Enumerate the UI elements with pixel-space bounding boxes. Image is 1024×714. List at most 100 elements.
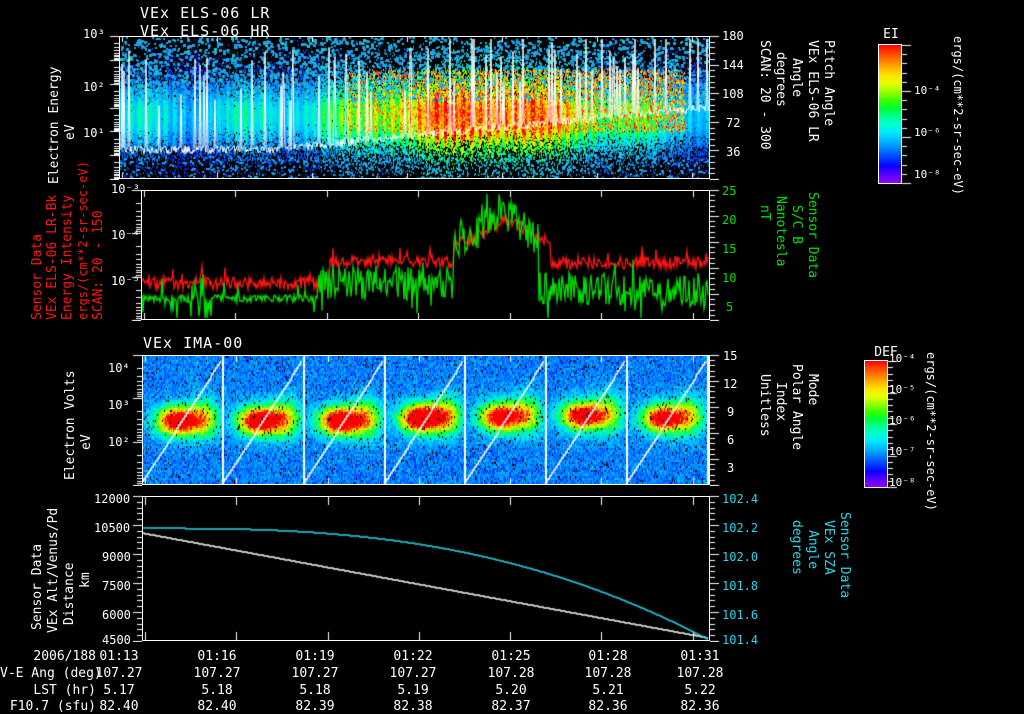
footer-cell: 5.18 [299, 683, 331, 698]
panel4-rtick-1022: 102.2 [722, 521, 759, 535]
ei-colorbar-ticks [902, 43, 912, 185]
panel3-rtick-3: 3 [727, 461, 735, 475]
panel2-right-label-nanotesla: Nanotesla [773, 196, 788, 267]
panel4-right-ticks [710, 495, 720, 642]
footer-cell: 5.20 [495, 683, 527, 698]
panel2-rtick-20: 20 [722, 213, 737, 227]
panel2-right-ticks [710, 189, 720, 321]
def-cbtick-3: 10⁻⁶ [889, 414, 916, 427]
panel4-right-label-sensor: Sensor Data [837, 512, 852, 599]
panel2-rtick-10: 10 [722, 271, 737, 285]
panel4-plot-area [142, 496, 710, 641]
footer-cell: 82.37 [491, 699, 531, 714]
panel3-right-label-unitless: Unitless [757, 374, 772, 437]
panel4-left-label-alt: VEx Alt/Venus/Pd [46, 507, 61, 633]
footer-cell: 82.40 [197, 699, 237, 714]
panel2-left-ticks [131, 189, 141, 321]
def-colorbar-units: ergs/(cm**2-sr-sec-eV) [924, 352, 938, 511]
def-colorbar-label: DEF [874, 345, 898, 360]
footer-cell: 01:22 [393, 649, 433, 664]
panel3-title: VEx IMA-00 [143, 334, 244, 352]
panel4-ytick-12000: 12000 [94, 492, 131, 506]
panel1-right-label-degrees: degrees [773, 52, 788, 107]
footer-cell: 82.40 [99, 699, 139, 714]
footer-cell: 5.17 [103, 683, 135, 698]
footer-cell: 82.39 [295, 699, 335, 714]
panel1-left-axis-unit: eV [63, 124, 78, 140]
footer-row-label-3: F10.7 (sfu) [9, 699, 96, 714]
panel2-left-label-instrument: VEx ELS-06 LR-Bk [45, 194, 60, 320]
footer-cell: 5.22 [684, 683, 716, 698]
panel4-ytick-6000: 6000 [102, 608, 131, 622]
def-colorbar [864, 360, 888, 488]
panel2-rtick-5: 5 [726, 300, 734, 314]
panel3-left-ticks [132, 354, 142, 486]
panel1-rtick-72: 72 [726, 116, 741, 130]
panel2-right-label-scb: S/C B [789, 205, 804, 245]
panel3-right-label-index: Index [773, 382, 788, 422]
panel2-left-label-units: ergs/(cm**2-sr-sec-eV) [76, 161, 90, 320]
panel1-ytick-10: 10¹ [83, 126, 105, 140]
panel2-right-label-sensor: Sensor Data [805, 192, 820, 279]
ei-colorbar-label: EI [883, 27, 899, 42]
footer-cell: 107.27 [193, 666, 241, 681]
footer-row-label-0: 2006/188 [33, 649, 96, 664]
footer-cell: 01:19 [295, 649, 335, 664]
panel3-rtick-6: 6 [727, 433, 735, 447]
panel3-right-ticks [710, 354, 720, 486]
panel4-left-label-sensor: Sensor Data [30, 543, 45, 630]
panel3-ytick-1e2: 10² [108, 435, 130, 449]
panel1-right-ticks [710, 35, 720, 180]
panel3-right-label-mode: Mode [805, 374, 820, 406]
panel1-plot-area [119, 36, 710, 179]
panel4-ytick-10500: 10500 [94, 521, 131, 535]
panel1-right-label-pitchangle: Pitch Angle [821, 40, 836, 127]
footer-cell: 5.18 [201, 683, 233, 698]
panel2-rtick-15: 15 [722, 242, 737, 256]
footer-cell: 01:31 [680, 649, 720, 664]
panel1-left-axis-label: Electron Energy [47, 66, 62, 184]
panel2-left-label-sensor: Sensor Data [30, 233, 45, 320]
ei-cbtick-2: 10⁻⁶ [914, 126, 941, 139]
footer-cell: 107.27 [95, 666, 143, 681]
footer-cell: 82.36 [680, 699, 720, 714]
panel4-right-label-angle: Angle [805, 530, 820, 570]
panel3-plot-area [142, 355, 710, 485]
footer-row-label-1: V-E Ang (deg) [0, 666, 102, 681]
footer-cell: 5.19 [397, 683, 429, 698]
panel3-left-axis-label: Electron Volts [63, 370, 78, 480]
panel1-rtick-36: 36 [726, 145, 741, 159]
footer-cell: 107.28 [487, 666, 535, 681]
panel3-rtick-9: 9 [727, 405, 735, 419]
panel1-rtick-180: 180 [722, 29, 744, 43]
panel4-rtick-1020: 102.0 [722, 550, 759, 564]
panel4-right-label-degrees: degrees [789, 520, 804, 575]
panel1-title-hr: VEx ELS-06 HR [140, 22, 271, 40]
footer-cell: 5.21 [592, 683, 624, 698]
panel2-plot-area [141, 190, 710, 320]
footer-cell: 01:28 [588, 649, 628, 664]
def-colorbar-ticks [888, 359, 898, 489]
footer-row-label-2: LST (hr) [33, 683, 96, 698]
panel4-ytick-4500: 4500 [102, 633, 131, 647]
def-cbtick-1: 10⁻⁴ [889, 352, 916, 365]
panel4-left-label-distance: Distance [62, 562, 77, 625]
ei-colorbar-units: ergs/(cm**2-sr-sec-eV) [951, 36, 965, 195]
panel4-left-label-km: km [78, 572, 93, 588]
panel4-rtick-1018: 101.8 [722, 579, 759, 593]
panel1-right-label-scan: SCAN: 20 - 300 [757, 40, 772, 150]
panel3-rtick-15: 15 [723, 349, 738, 363]
panel1-right-label-instrument: VEx ELS-06 LR [805, 40, 820, 142]
panel3-right-label-polarangle: Polar Angle [789, 364, 804, 451]
def-cbtick-4: 10⁻⁷ [889, 445, 916, 458]
def-cbtick-5: 10⁻⁸ [889, 476, 916, 489]
footer-cell: 82.36 [588, 699, 628, 714]
panel1-ytick-100: 10² [83, 80, 105, 94]
footer-cell: 01:13 [99, 649, 139, 664]
panel2-left-label-scan: SCAN: 20 - 150 [91, 210, 106, 320]
panel2-right-label-nt: nT [757, 205, 772, 221]
panel1-right-label-angle: Angle [789, 58, 804, 98]
footer-cell: 01:25 [491, 649, 531, 664]
panel4-rtick-1024: 102.4 [722, 492, 759, 506]
